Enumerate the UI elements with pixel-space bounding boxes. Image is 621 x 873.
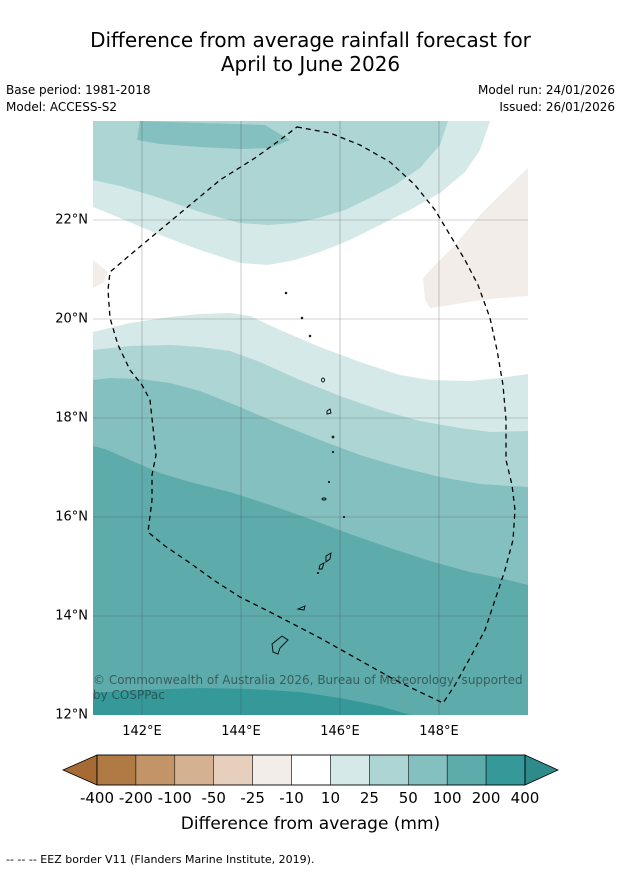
copyright-line-1: © Commonwealth of Australia 2026, Bureau… [93, 673, 523, 687]
colorbar-outline [96, 754, 526, 786]
meta-left: Base period: 1981-2018 Model: ACCESS-S2 [6, 82, 151, 116]
colorbar-extend-high [524, 754, 559, 786]
south-band-200-400 [93, 688, 410, 715]
colorbar-tick-label: 50 [398, 789, 418, 807]
colorbar-tick-label: -10 [279, 789, 304, 807]
title-line-2: April to June 2026 [220, 52, 401, 76]
colorbar-segments [96, 754, 526, 786]
island-guguan [331, 450, 335, 454]
title-line-1: Difference from average rainfall forecas… [90, 28, 531, 52]
colorbar-tick-label: 25 [359, 789, 379, 807]
island-agrihan [321, 377, 325, 383]
lat-label-16n: 16°N [55, 509, 88, 525]
colorbar-tick-label: 100 [432, 789, 462, 807]
island-pagan [326, 408, 332, 415]
colorbar-tick-label: -100 [157, 789, 192, 807]
map-panel [93, 121, 528, 715]
island-guam [271, 635, 289, 655]
copyright-line-2: by COSPPac [93, 688, 165, 702]
colorbar-tick-label: -50 [201, 789, 226, 807]
model-run: Model run: 24/01/2026 [477, 83, 615, 97]
colorbar-segment [252, 754, 292, 786]
lat-label-18n: 18°N [55, 410, 88, 426]
map-title: Difference from average rainfall forecas… [0, 28, 621, 76]
island-aguijan [316, 571, 320, 575]
lon-label-144e: 144°E [221, 724, 261, 739]
issued-date: Issued: 26/01/2026 [499, 100, 615, 114]
map-gridlines [93, 121, 528, 715]
colorbar-tick-label: 10 [320, 789, 340, 807]
colorbar-title: Difference from average (mm) [180, 814, 441, 834]
colorbar-segment [330, 754, 370, 786]
lat-label-12n: 12°N [55, 707, 88, 723]
model-name: Model: ACCESS-S2 [6, 100, 118, 114]
eez-footnote: -- -- -- EEZ border V11 (Flanders Marine… [6, 853, 315, 866]
island-alamagan [331, 435, 335, 439]
island-farallon [284, 291, 288, 295]
lat-label-22n: 22°N [55, 212, 88, 228]
top-band-medium [93, 121, 448, 225]
lat-label-14n: 14°N [55, 608, 88, 624]
west-dry-patch [93, 260, 108, 288]
colorbar-segment [174, 754, 214, 786]
colorbar-tick-label: -25 [240, 789, 265, 807]
island-tinian [318, 562, 325, 570]
colorbar-extend-low [62, 754, 98, 786]
island-maug [300, 316, 304, 320]
base-period: Base period: 1981-2018 [6, 83, 151, 97]
island-anatahan [321, 497, 327, 501]
eez-border [107, 126, 516, 704]
east-dry-patch [423, 168, 528, 308]
colorbar-segment [446, 754, 487, 786]
colorbar-segment [96, 754, 137, 786]
lon-label-148e: 148°E [419, 724, 459, 739]
colorbar-tick-label: -200 [118, 789, 153, 807]
colorbar-segment [408, 754, 448, 786]
colorbar-segment [291, 754, 331, 786]
island-sarigan [327, 480, 331, 484]
island-rota [296, 605, 306, 611]
top-band-dark [137, 121, 290, 149]
colorbar-segment [369, 754, 409, 786]
island-saipan [325, 552, 332, 563]
colorbar-segment [213, 754, 253, 786]
lat-label-20n: 20°N [55, 311, 88, 327]
copyright-notice: © Commonwealth of Australia 2026, Bureau… [93, 673, 523, 703]
colorbar-segment [485, 754, 526, 786]
island-farallon-de-medinilla [342, 515, 346, 519]
south-band-100-200 [93, 446, 528, 715]
colorbar [62, 754, 559, 786]
lon-label-146e: 146°E [320, 724, 360, 739]
colorbar-tick-label: -400 [79, 789, 115, 807]
lon-label-142e: 142°E [122, 724, 162, 739]
colorbar-tick-label: 400 [510, 789, 540, 807]
mariana-islands [271, 291, 346, 655]
island-asuncion [308, 334, 312, 338]
colorbar-segment [135, 754, 176, 786]
colorbar-tick-label: 200 [471, 789, 501, 807]
meta-right: Model run: 24/01/2026 Issued: 26/01/2026 [478, 82, 615, 116]
